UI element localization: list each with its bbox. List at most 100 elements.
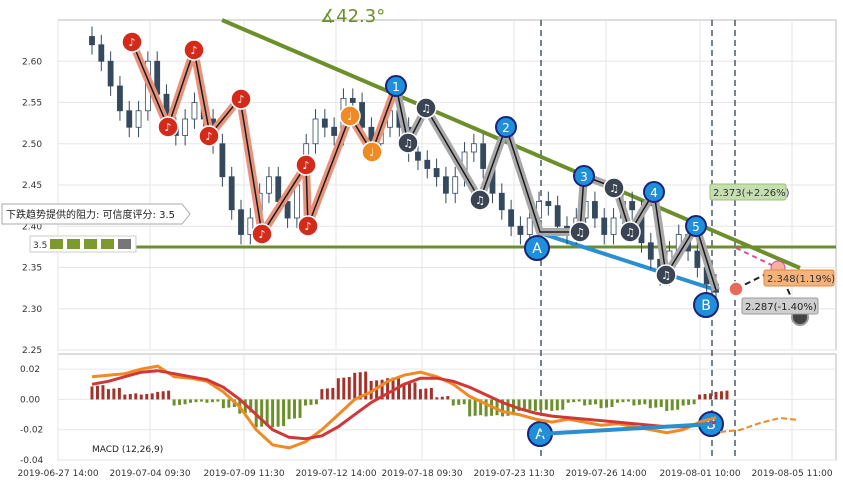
wave-label-text: A — [532, 241, 542, 257]
wave-label-marker — [693, 292, 719, 318]
macd-bar — [221, 399, 225, 409]
note-marker-dark-glyph: ♫ — [421, 102, 431, 115]
candle-body — [191, 102, 198, 120]
macd-bar — [479, 399, 483, 416]
macd-bar — [402, 383, 406, 400]
candle-body — [89, 36, 95, 46]
macd-bar — [112, 388, 116, 400]
resistance-label: 下跌趋势提供的阻力: 可信度评分: 3.5 — [6, 208, 175, 221]
note-marker-dark-glyph: ♫ — [661, 269, 671, 282]
macd-bar — [714, 391, 718, 400]
candle-body — [321, 118, 328, 128]
candle-body — [284, 201, 291, 219]
macd-bar — [654, 399, 658, 408]
x-tick: 2019-07-23 11:30 — [473, 469, 554, 479]
note-marker-red-glyph: ♪ — [190, 44, 197, 57]
macd-bar — [314, 399, 318, 405]
macd-bar — [156, 391, 160, 400]
x-tick: 2019-07-18 09:30 — [381, 469, 462, 479]
note-marker-dark — [397, 132, 419, 154]
candle-body — [247, 217, 254, 235]
macd-bar — [544, 399, 548, 410]
macd-bar — [123, 394, 127, 400]
note-marker-red-glyph: ♪ — [258, 228, 265, 241]
macd-bar — [495, 399, 499, 416]
star-icon — [84, 239, 97, 249]
macd-bar — [391, 377, 395, 400]
note-marker-dark-glyph: ♫ — [575, 226, 585, 239]
candle-body — [293, 184, 300, 219]
candle-body — [238, 209, 244, 235]
candle-body — [480, 143, 487, 169]
macd-bar — [539, 399, 543, 411]
candle-body — [694, 250, 701, 268]
macd-projection — [719, 416, 799, 433]
note-marker-red — [198, 125, 220, 147]
candle-body — [98, 44, 105, 62]
macd-bar — [626, 399, 630, 402]
macd-bar — [610, 399, 614, 407]
macd-bar — [637, 399, 641, 405]
wave-label-text: 5 — [692, 220, 700, 234]
macd-bar — [522, 399, 526, 411]
x-tick: 2019-07-26 14:00 — [565, 469, 646, 479]
candle-body — [592, 201, 598, 219]
y-tick: 2.40 — [22, 222, 42, 232]
x-tick: 2019-08-01 10:00 — [659, 469, 740, 479]
macd-bar — [692, 399, 696, 405]
note-marker-dark-glyph: ♫ — [475, 194, 485, 207]
price-tag-1: 2.373(+2.26%) — [709, 183, 790, 201]
macd-bar — [249, 399, 253, 413]
note-marker-red-glyph: ♪ — [304, 220, 311, 233]
candle-body — [312, 118, 319, 145]
macd-bar — [440, 396, 444, 400]
wave-label-marker — [495, 116, 517, 138]
macd-bar — [435, 397, 439, 400]
y-tick: 2.60 — [22, 57, 42, 67]
macd-label: MACD (12,26,9) — [92, 445, 163, 455]
note-marker-red — [297, 215, 319, 237]
note-marker-dark — [569, 221, 591, 243]
macd-bar — [555, 399, 559, 411]
macd-bar — [418, 389, 422, 400]
macd-bar — [271, 399, 275, 428]
macd-bar — [276, 399, 280, 427]
macd-bar — [95, 385, 99, 400]
y-tick: 2.30 — [22, 305, 42, 315]
macd-bar — [424, 388, 428, 400]
note-marker-red — [295, 154, 317, 176]
x-tick: 2019-06-27 14:00 — [17, 469, 98, 479]
macd-bar — [533, 399, 537, 411]
note-marker-orange — [339, 105, 361, 127]
wave-markers: ♪♪♪♪♪♪♪♪♩♩♫♫♫♫♫♫♫12345ABAB — [121, 31, 724, 447]
candle-body — [266, 176, 272, 194]
x-tick: 2019-07-09 11:30 — [203, 469, 284, 479]
note-marker-dark-glyph: ♫ — [609, 182, 619, 195]
y-tick: -0.04 — [20, 456, 44, 466]
projection-pink — [735, 247, 779, 269]
macd-bar — [703, 393, 707, 400]
macd-bar — [572, 399, 576, 403]
macd-bar — [178, 399, 182, 405]
macd-bar — [413, 382, 417, 400]
wave-label-marker — [573, 165, 595, 187]
macd-bar — [194, 399, 198, 403]
star-icon — [67, 239, 80, 249]
x-tick: 2019-07-04 09:30 — [109, 469, 190, 479]
macd-bar — [265, 399, 269, 427]
macd-bar — [189, 399, 193, 403]
angle-label: ∡42.3° — [320, 6, 385, 27]
macd-bar — [457, 399, 461, 405]
macd-bar — [145, 393, 149, 400]
macd-bar — [303, 399, 307, 406]
svg-text:2.287(-1.40%): 2.287(-1.40%) — [745, 302, 817, 313]
y-tick: 2.35 — [22, 264, 42, 274]
x-tick: 2019-08-05 11:00 — [751, 469, 832, 479]
wave-label-text: 4 — [650, 186, 658, 200]
note-marker-red-glyph: ♪ — [128, 36, 135, 49]
score-badge: 3.5 — [29, 235, 137, 253]
macd-bar — [517, 399, 521, 411]
candle-body — [331, 126, 338, 136]
macd-bar — [473, 399, 477, 416]
candle-body — [517, 225, 524, 235]
